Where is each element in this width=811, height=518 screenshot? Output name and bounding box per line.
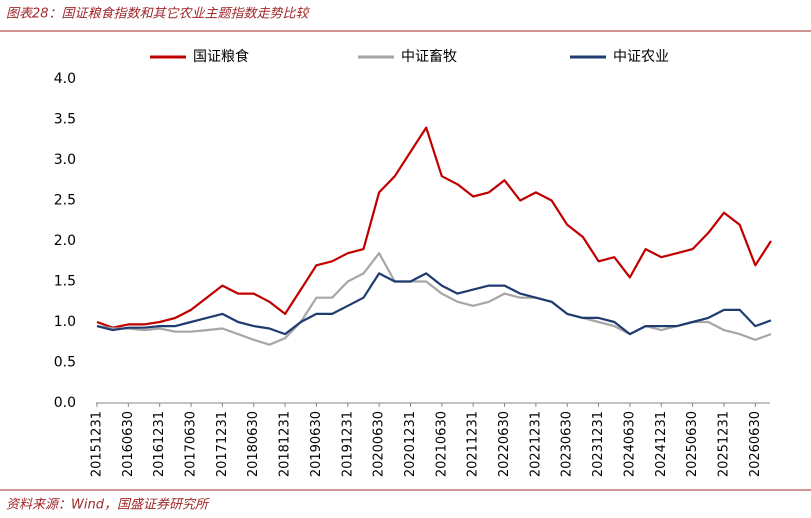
source-note: 资料来源：Wind，国盛证券研究所 xyxy=(6,497,210,513)
x-tick-label: 20221231 xyxy=(528,411,543,477)
y-tick-label: 0.5 xyxy=(54,355,76,371)
y-tick-label: 3.0 xyxy=(54,152,76,168)
x-tick-label: 20160630 xyxy=(121,411,136,477)
y-tick-label: 0.0 xyxy=(54,395,76,411)
x-tick-label: 20170630 xyxy=(184,411,199,477)
x-tick-label: 20210630 xyxy=(434,411,449,477)
x-tick-label: 20230630 xyxy=(560,411,575,477)
x-tick-label: 20151231 xyxy=(90,411,105,477)
series-line xyxy=(96,272,772,336)
x-tick-label: 20250630 xyxy=(685,411,700,477)
x-tick-label: 20241231 xyxy=(654,411,669,477)
legend-label: 国证粮食 xyxy=(193,48,249,65)
y-tick-label: 2.5 xyxy=(54,193,76,209)
x-tick-label: 20191231 xyxy=(340,411,355,477)
x-tick-label: 20240630 xyxy=(622,411,637,477)
series-line xyxy=(96,126,772,329)
x-tick-label: 20161231 xyxy=(152,411,167,477)
x-tick-label: 20220630 xyxy=(497,411,512,477)
legend-label: 中证农业 xyxy=(613,49,669,65)
y-tick-label: 4.0 xyxy=(54,71,76,87)
x-tick-label: 20181231 xyxy=(278,411,293,477)
x-tick-label: 20200630 xyxy=(372,411,387,477)
x-tick-label: 20211231 xyxy=(466,411,481,477)
x-tick-label: 20180630 xyxy=(246,411,261,477)
chart-title: 图表28：国证粮食指数和其它农业主题指数走势比较 xyxy=(6,6,311,22)
legend-label: 中证畜牧 xyxy=(401,49,457,65)
series-line xyxy=(96,252,772,346)
x-tick-label: 20251231 xyxy=(716,411,731,477)
x-tick-label: 20231231 xyxy=(591,411,606,477)
y-tick-label: 2.0 xyxy=(54,233,76,249)
x-tick-label: 20260630 xyxy=(748,411,763,477)
x-tick-label: 20190630 xyxy=(309,411,324,477)
x-tick-label: 20171231 xyxy=(215,411,230,477)
y-tick-label: 1.5 xyxy=(54,274,76,290)
x-tick-label: 20201231 xyxy=(403,411,418,477)
y-tick-label: 3.5 xyxy=(54,112,76,128)
y-tick-label: 1.0 xyxy=(54,314,76,330)
